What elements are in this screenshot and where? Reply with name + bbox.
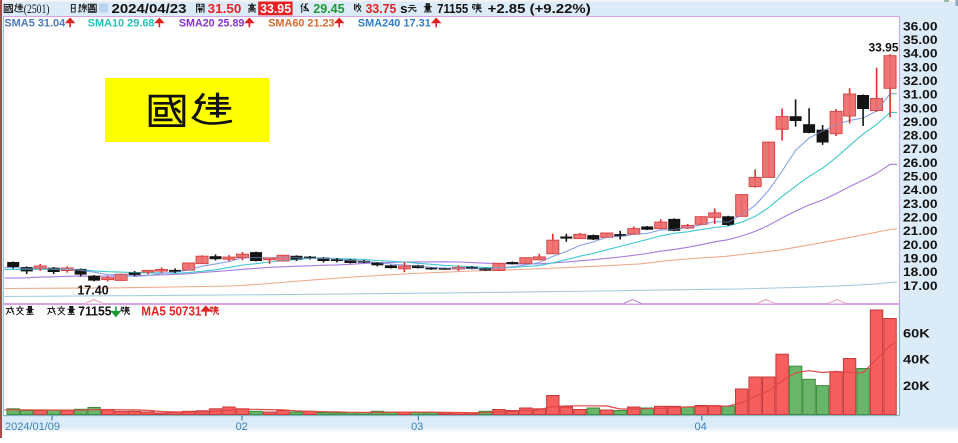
svg-text:19.00: 19.00 <box>903 252 938 265</box>
svg-text:40K: 40K <box>903 353 931 366</box>
svg-text:2024/04/23: 2024/04/23 <box>112 1 187 16</box>
svg-text:60K: 60K <box>903 327 931 340</box>
svg-text:31.00: 31.00 <box>903 89 938 102</box>
svg-text:SMA5 31.04: SMA5 31.04 <box>4 18 66 30</box>
svg-text:34.00: 34.00 <box>903 48 938 61</box>
svg-text:26.00: 26.00 <box>903 157 938 170</box>
svg-text:20K: 20K <box>903 380 931 393</box>
svg-text:33.00: 33.00 <box>903 61 938 74</box>
svg-text:25.00: 25.00 <box>903 171 938 184</box>
svg-text:29.45: 29.45 <box>313 1 345 16</box>
svg-text:MA5 50731: MA5 50731 <box>141 304 201 319</box>
svg-text:02: 02 <box>236 421 248 433</box>
svg-text:33.95: 33.95 <box>260 1 292 16</box>
svg-text:24.00: 24.00 <box>903 184 938 197</box>
svg-text:28.00: 28.00 <box>903 130 938 143</box>
svg-text:30.00: 30.00 <box>903 102 938 115</box>
svg-text:+2.85 (+9.22%): +2.85 (+9.22%) <box>488 1 591 16</box>
svg-text:17.00: 17.00 <box>903 280 938 293</box>
svg-text:33.75: 33.75 <box>366 1 397 16</box>
svg-text:32.00: 32.00 <box>903 75 938 88</box>
svg-text:SMA20 25.89: SMA20 25.89 <box>179 18 245 30</box>
svg-text:SMA10 29.68: SMA10 29.68 <box>88 18 155 30</box>
svg-text:71155: 71155 <box>78 304 111 319</box>
svg-text:04: 04 <box>694 421 706 433</box>
svg-text:22.00: 22.00 <box>903 212 938 225</box>
svg-text:71155: 71155 <box>437 1 469 16</box>
svg-text:17.40: 17.40 <box>77 284 108 298</box>
svg-text:21.00: 21.00 <box>903 225 938 238</box>
svg-text:18.00: 18.00 <box>903 266 938 279</box>
svg-text:(2501): (2501) <box>24 2 50 16</box>
svg-text:2024/01/09: 2024/01/09 <box>5 421 60 433</box>
svg-text:s: s <box>400 1 407 16</box>
svg-text:36.00: 36.00 <box>903 20 938 33</box>
svg-text:23.00: 23.00 <box>903 198 938 211</box>
svg-text:SMA240 17.31: SMA240 17.31 <box>358 18 431 30</box>
svg-text:20.00: 20.00 <box>903 239 938 252</box>
svg-text:03: 03 <box>411 421 423 433</box>
svg-text:29.00: 29.00 <box>903 116 938 129</box>
svg-text:31.50: 31.50 <box>208 1 242 16</box>
svg-text:33.95: 33.95 <box>869 41 899 55</box>
svg-text:SMA60 21.23: SMA60 21.23 <box>268 18 334 30</box>
svg-text:27.00: 27.00 <box>903 143 938 156</box>
svg-text:35.00: 35.00 <box>903 34 938 47</box>
